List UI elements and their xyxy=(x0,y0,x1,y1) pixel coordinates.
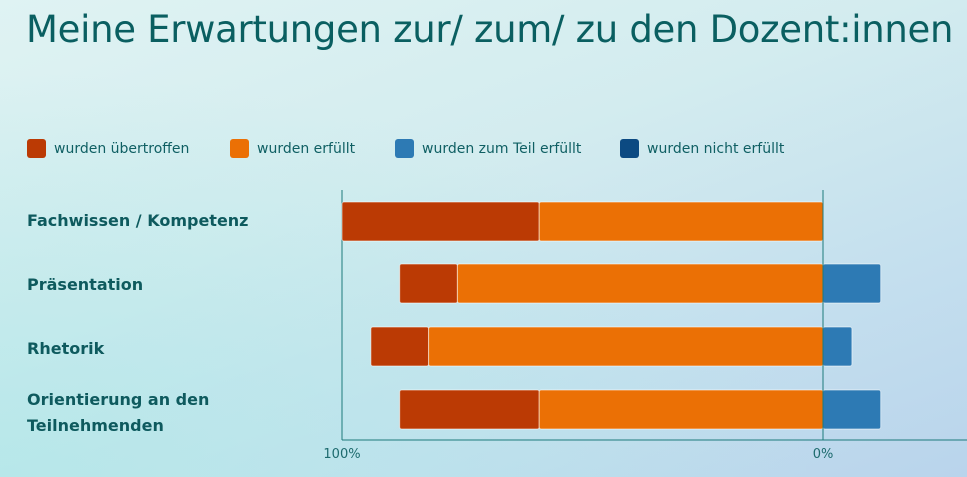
bar-uebertroffen-3[interactable] xyxy=(370,326,430,367)
bar-erfuellt-4[interactable] xyxy=(538,389,824,430)
legend-item-teilweise[interactable]: wurden zum Teil erfüllt xyxy=(395,139,581,158)
legend-swatch-erfuellt xyxy=(230,139,249,158)
legend-item-uebertroffen[interactable]: wurden übertroffen xyxy=(27,139,189,158)
category-label-line: Orientierung an den xyxy=(27,390,210,409)
category-label-rhetorik: Rhetorik xyxy=(27,336,104,362)
category-label-line: Präsentation xyxy=(27,275,144,294)
x-tick-label-0: 0% xyxy=(813,447,834,462)
bar-erfuellt-2[interactable] xyxy=(456,263,824,304)
bar-erfuellt-3[interactable] xyxy=(428,326,824,367)
legend-label: wurden erfüllt xyxy=(257,140,356,157)
bar-uebertroffen-4[interactable] xyxy=(399,389,540,430)
bar-teilweise-4[interactable] xyxy=(822,389,882,430)
legend-label: wurden zum Teil erfüllt xyxy=(422,140,582,157)
legend-label: wurden nicht erfüllt xyxy=(647,140,785,157)
category-label-line: Fachwissen / Kompetenz xyxy=(27,211,249,230)
legend-swatch-uebertroffen xyxy=(27,139,46,158)
legend-swatch-nicht xyxy=(620,139,639,158)
page-title: Meine Erwartungen zur/ zum/ zu den Dozen… xyxy=(26,8,954,51)
category-label-line: Teilnehmenden xyxy=(27,416,164,435)
legend-item-erfuellt[interactable]: wurden erfüllt xyxy=(230,139,355,158)
bar-teilweise-2[interactable] xyxy=(822,263,882,304)
legend-label: wurden übertroffen xyxy=(54,140,190,157)
category-label-praesentation: Präsentation xyxy=(27,272,143,298)
bar-uebertroffen-1[interactable] xyxy=(341,201,540,242)
legend-swatch-teilweise xyxy=(395,139,414,158)
category-label-line: Rhetorik xyxy=(27,339,105,358)
category-label-orientierung: Orientierung an den Teilnehmenden xyxy=(27,387,209,439)
x-tick-label-100: 100% xyxy=(323,447,360,462)
bar-teilweise-3[interactable] xyxy=(822,326,853,367)
category-label-fachwissen: Fachwissen / Kompetenz xyxy=(27,208,249,234)
bar-erfuellt-1[interactable] xyxy=(538,201,824,242)
legend-item-nicht[interactable]: wurden nicht erfüllt xyxy=(620,139,784,158)
bar-uebertroffen-2[interactable] xyxy=(399,263,458,304)
